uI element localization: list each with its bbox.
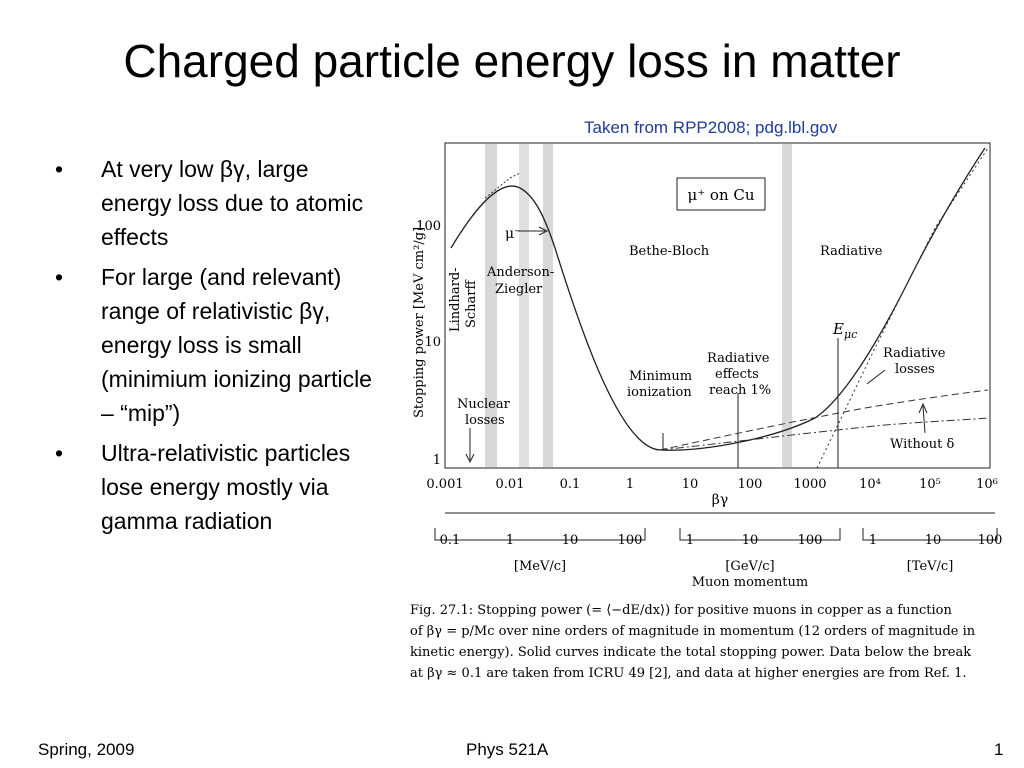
bullet-text: Ultra-relativistic particles lose energy… [101, 440, 351, 534]
bullet-dot: • [55, 440, 64, 466]
rad-effects-line-2: effects [715, 367, 759, 382]
footer-right: 1 [994, 740, 1004, 759]
band-3 [543, 144, 553, 467]
caption-line: kinetic energy). Solid curves indicate t… [410, 645, 971, 660]
label-bethe: Bethe-Bloch [629, 244, 710, 259]
footer-left: Spring, 2009 [38, 740, 135, 759]
bullet-dot: • [55, 264, 64, 290]
x-tick: 100 [738, 477, 763, 492]
x-axis-label: βγ [712, 492, 728, 508]
mom-unit: [GeV/c] [725, 559, 774, 574]
label-anderson: Anderson- Ziegler [486, 265, 558, 297]
arrowhead-3 [465, 453, 475, 464]
mom-tick: 1 [506, 533, 514, 548]
y-tick: 10 [424, 335, 441, 350]
band-1 [485, 144, 497, 467]
mom-tick: 10 [562, 533, 579, 548]
rad-losses-line-1: Radiative [883, 346, 946, 361]
x-tick: 10⁶ [976, 477, 998, 492]
momentum-title: Muon momentum [692, 575, 809, 590]
mom-tick: 1 [686, 533, 694, 548]
band-2 [519, 144, 529, 467]
x-tick: 10⁵ [919, 477, 941, 492]
slide-title: Charged particle energy loss in matter [123, 35, 901, 87]
x-tick: 0.1 [560, 477, 581, 492]
bracket-gev [679, 528, 841, 541]
caption-line: of βγ = p/Mc over nine orders of magnitu… [410, 624, 976, 639]
bullet-text: For large (and relevant) range of relati… [101, 264, 372, 426]
source-credit: Taken from RPP2008; pdg.lbl.gov [584, 118, 838, 137]
mom-tick: 10 [925, 533, 942, 548]
momentum-brackets [434, 512, 998, 541]
x-tick: 1 [626, 477, 634, 492]
x-tick: 0.01 [496, 477, 525, 492]
label-nuclear: Nuclear losses [457, 397, 514, 428]
dashdot-curve [659, 417, 989, 451]
mom-tick: 100 [978, 533, 1003, 548]
lindhard-line-1: Lindhard- [448, 267, 463, 332]
mom-tick: 0.1 [440, 533, 461, 548]
bracket-mev [434, 528, 646, 541]
rad-losses-line-2: losses [895, 362, 935, 377]
caption-line: at βγ ≈ 0.1 are taken from ICRU 49 [2], … [410, 666, 967, 681]
x-tick: 10 [682, 477, 699, 492]
label-radiative: Radiative [820, 244, 883, 259]
caption-line: Fig. 27.1: Stopping power (= ⟨−dE/dx⟩) f… [410, 603, 952, 618]
without-delta-arrow [922, 405, 926, 434]
mom-tick: 1 [869, 533, 877, 548]
mom-unit: [TeV/c] [907, 559, 954, 574]
bullet-item: • For large (and relevant) range of relat… [55, 260, 375, 430]
minimum-line-2: ionization [627, 385, 692, 400]
emuc-subscript: μc [844, 328, 857, 341]
radiative-dotted [816, 147, 989, 469]
y-axis-label: Stopping power [MeV cm²/g] [412, 227, 427, 418]
bullet-text: At very low βγ, large energy loss due to… [101, 156, 364, 250]
figure-caption: Fig. 27.1: Stopping power (= ⟨−dE/dx⟩) f… [410, 603, 976, 681]
label-rad-effects: Radiative effects reach 1% [707, 351, 774, 398]
bullet-item: • Ultra-relativistic particles lose energ… [55, 436, 375, 538]
x-tick: 1000 [793, 477, 826, 492]
mom-tick: 10 [742, 533, 759, 548]
bracket-tev [862, 528, 998, 541]
band-4 [782, 144, 792, 467]
label-minimum: Minimum ionization [627, 369, 696, 400]
anderson-line-1: Anderson- [486, 265, 554, 280]
momentum-labels: 0.1 1 10 100 1 10 100 1 10 100 [MeV/c] [… [440, 533, 1003, 590]
y-tick: 1 [433, 453, 441, 468]
dashed-curve [659, 389, 989, 451]
bullet-list: • At very low βγ, large energy loss due t… [55, 152, 375, 544]
mom-unit: [MeV/c] [514, 559, 566, 574]
nuclear-line-1: Nuclear [457, 397, 511, 412]
mom-tick: 100 [798, 533, 823, 548]
box-label: μ⁺ on Cu [687, 186, 754, 204]
bullet-dot: • [55, 156, 64, 182]
x-tick: 0.001 [426, 477, 463, 492]
label-lindhard: Lindhard- Scharff [448, 263, 479, 332]
anderson-line-2: Ziegler [495, 282, 543, 297]
arrowhead-2 [538, 226, 549, 236]
mom-tick: 100 [618, 533, 643, 548]
y-tick: 100 [416, 219, 441, 234]
lindhard-line-2: Scharff [464, 278, 479, 328]
arrowhead-1 [918, 402, 928, 414]
rad-effects-line-1: Radiative [707, 351, 770, 366]
dotted-upper [484, 172, 521, 199]
label-without-delta: Without δ [890, 437, 954, 452]
stopping-power-figure: μ⁺ on Cu μ⁻ Anderson- Ziegler Bethe-Bloc… [410, 142, 1003, 681]
x-tick-labels: 0.001 0.01 0.1 1 10 100 1000 10⁴ 10⁵ 10⁶ [426, 477, 997, 492]
rad-effects-line-3: reach 1% [709, 383, 771, 398]
minimum-line-1: Minimum [629, 369, 692, 384]
rad-losses-arrow [866, 369, 886, 385]
bullet-item: • At very low βγ, large energy loss due t… [55, 152, 375, 254]
label-mu-minus: μ⁻ [505, 226, 522, 242]
nuclear-line-2: losses [465, 413, 505, 428]
x-tick: 10⁴ [859, 477, 881, 492]
footer-center: Phys 521A [466, 740, 549, 759]
particle-box [676, 177, 766, 211]
label-rad-losses: Radiative losses [883, 346, 950, 377]
